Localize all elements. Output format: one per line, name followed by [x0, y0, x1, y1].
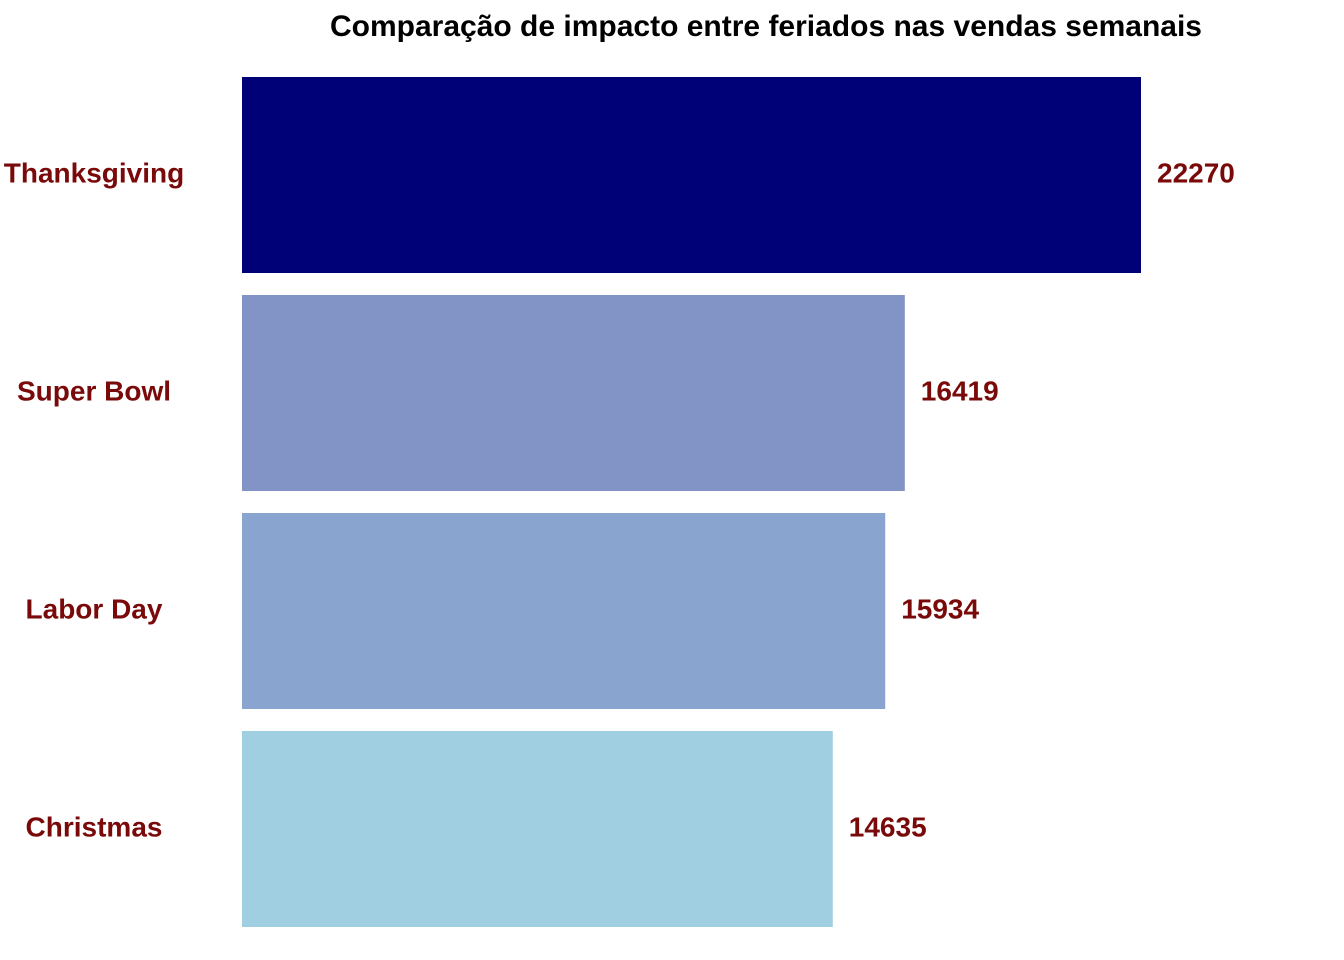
category-label: Thanksgiving: [4, 157, 184, 188]
value-label: 16419: [921, 375, 999, 406]
value-label: 15934: [901, 593, 979, 624]
bar: [242, 77, 1141, 273]
category-label: Christmas: [26, 811, 163, 842]
value-label: 14635: [849, 811, 927, 842]
category-label: Labor Day: [26, 593, 163, 624]
chart-title: Comparação de impacto entre feriados nas…: [330, 10, 1202, 43]
bar: [242, 513, 886, 709]
value-label: 22270: [1157, 157, 1235, 188]
bar: [242, 295, 905, 491]
category-label: Super Bowl: [17, 375, 171, 406]
bar: [242, 731, 833, 927]
